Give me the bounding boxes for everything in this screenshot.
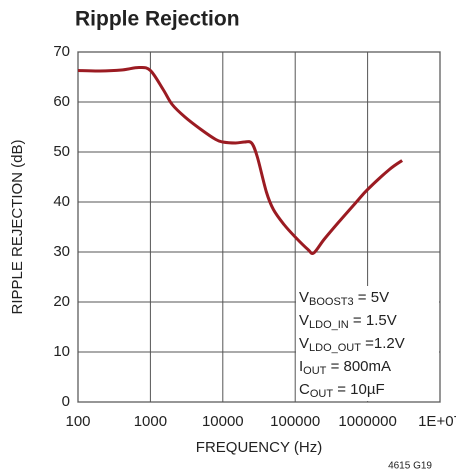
data-line: [77, 65, 404, 256]
annotation-rest: = 1.5V: [349, 312, 397, 329]
y-tick-label: 70: [53, 43, 70, 60]
x-tick-label: 1E+07: [418, 413, 456, 430]
x-tick-label: 10000: [202, 413, 244, 430]
annotation-sub: BOOST3: [309, 296, 354, 308]
y-tick-label: 40: [53, 193, 70, 210]
x-tick-label: 1000000: [338, 413, 396, 430]
annotation: VLDO_IN = 1.5V: [299, 312, 397, 331]
x-tick-label: 1000: [134, 413, 167, 430]
y-tick-label: 20: [53, 293, 70, 310]
y-tick-label: 60: [53, 93, 70, 110]
annotation-main: V: [299, 289, 309, 306]
chart-title: Ripple Rejection: [75, 8, 240, 31]
footnote: 4615 G19: [388, 461, 432, 472]
y-axis-label: RIPPLE REJECTION (dB): [9, 139, 26, 314]
x-tick-label: 100000: [270, 413, 320, 430]
x-tick-label: 100: [65, 413, 90, 430]
annotation: VLDO_OUT =1.2V: [299, 335, 405, 354]
annotation-main: V: [299, 312, 309, 329]
annotation-rest: =1.2V: [361, 335, 405, 352]
y-tick-label: 0: [62, 393, 70, 410]
annotation-rest: = 800mA: [326, 358, 391, 375]
y-tick-label: 50: [53, 143, 70, 160]
annotation-main: V: [299, 335, 309, 352]
x-axis-label: FREQUENCY (Hz): [196, 439, 322, 456]
annotation-rest: = 10µF: [333, 381, 385, 398]
annotation-sub: LDO_IN: [309, 319, 349, 331]
annotation-main: C: [299, 381, 310, 398]
annotation-box: [296, 286, 439, 401]
annotation-sub: OUT: [310, 388, 334, 400]
annotation-rest: = 5V: [354, 289, 389, 306]
y-tick-label: 10: [53, 343, 70, 360]
annotation-main: I: [299, 358, 303, 375]
annotation-sub: OUT: [303, 365, 327, 377]
annotation: VBOOST3 = 5V: [299, 289, 389, 308]
annotation: IOUT = 800mA: [299, 358, 391, 377]
y-tick-label: 30: [53, 243, 70, 260]
annotation: COUT = 10µF: [299, 381, 385, 400]
annotation-sub: LDO_OUT: [309, 342, 361, 354]
